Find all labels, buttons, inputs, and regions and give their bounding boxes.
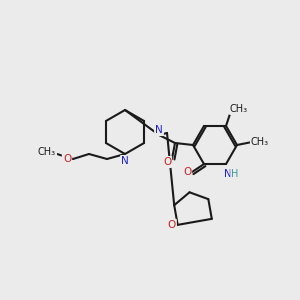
Text: H: H xyxy=(231,169,239,179)
Text: N: N xyxy=(121,156,129,166)
Text: N: N xyxy=(155,125,163,135)
Text: O: O xyxy=(63,154,71,164)
Text: O: O xyxy=(183,167,191,177)
Text: CH₃: CH₃ xyxy=(38,147,56,157)
Text: CH₃: CH₃ xyxy=(251,137,269,147)
Text: CH₃: CH₃ xyxy=(230,104,248,114)
Text: O: O xyxy=(163,157,171,167)
Text: O: O xyxy=(168,220,176,230)
Text: N: N xyxy=(224,169,232,179)
